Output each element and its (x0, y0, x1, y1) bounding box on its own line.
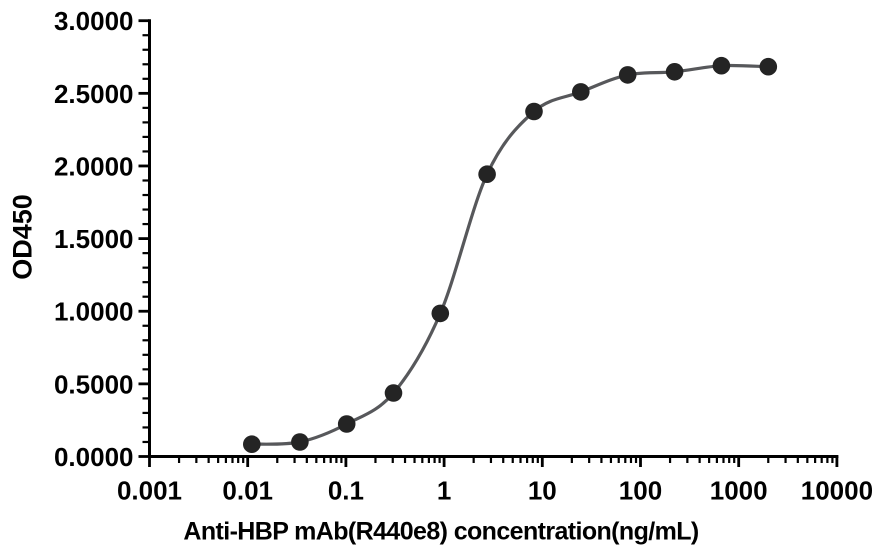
x-tick-label: 10000 (801, 476, 873, 506)
y-tick-label: 2.0000 (54, 151, 134, 181)
data-point-marker (291, 433, 309, 451)
x-tick-label: 1000 (710, 476, 768, 506)
data-point-marker (337, 415, 356, 433)
x-tick-label: 1 (437, 476, 451, 506)
data-point-marker (665, 63, 684, 81)
data-point-marker (243, 435, 261, 454)
data-point-marker (525, 102, 543, 121)
y-tick-label: 0.0000 (54, 442, 134, 472)
data-point-marker (712, 56, 731, 75)
data-point-marker (431, 304, 450, 323)
x-tick-label: 0.01 (222, 476, 273, 506)
y-tick-label: 2.5000 (54, 79, 134, 109)
x-tick-label: 0.1 (328, 476, 364, 506)
x-tick-label: 10 (528, 476, 557, 506)
data-point-marker (384, 384, 403, 402)
y-axis-title: OD450 (7, 194, 38, 280)
data-point-marker (572, 83, 590, 101)
y-tick-label: 0.5000 (54, 369, 134, 399)
x-tick-label: 100 (619, 476, 662, 506)
x-tick-label: 0.001 (117, 476, 182, 506)
data-point-marker (478, 165, 496, 183)
x-axis-title: Anti-HBP mAb(R440e8) concentration(ng/mL… (183, 517, 699, 546)
y-tick-label: 1.5000 (54, 224, 134, 254)
data-point-marker (759, 57, 778, 76)
y-tick-label: 1.0000 (54, 297, 134, 327)
fitted-curve-line (251, 63, 769, 446)
data-point-marker (618, 66, 637, 84)
y-tick-label: 3.0000 (54, 6, 134, 36)
